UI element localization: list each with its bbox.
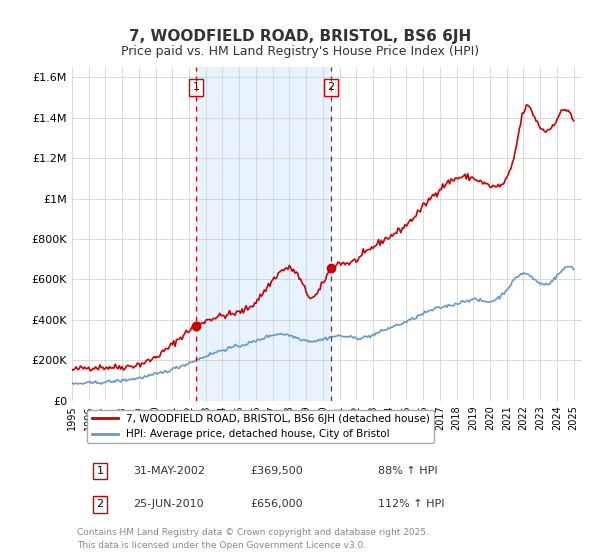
Text: 2: 2 <box>97 500 104 510</box>
Text: £369,500: £369,500 <box>251 466 303 476</box>
Text: 2: 2 <box>328 82 334 92</box>
Bar <box>196 67 331 400</box>
Text: Contains HM Land Registry data © Crown copyright and database right 2025.
This d: Contains HM Land Registry data © Crown c… <box>77 528 429 549</box>
Text: 31-MAY-2002: 31-MAY-2002 <box>133 466 205 476</box>
Text: 112% ↑ HPI: 112% ↑ HPI <box>378 500 445 510</box>
Text: 88% ↑ HPI: 88% ↑ HPI <box>378 466 437 476</box>
Text: Price paid vs. HM Land Registry's House Price Index (HPI): Price paid vs. HM Land Registry's House … <box>121 45 479 58</box>
Text: £656,000: £656,000 <box>251 500 303 510</box>
Legend: 7, WOODFIELD ROAD, BRISTOL, BS6 6JH (detached house), HPI: Average price, detach: 7, WOODFIELD ROAD, BRISTOL, BS6 6JH (det… <box>88 410 434 444</box>
Text: 1: 1 <box>193 82 200 92</box>
Text: 7, WOODFIELD ROAD, BRISTOL, BS6 6JH: 7, WOODFIELD ROAD, BRISTOL, BS6 6JH <box>129 29 471 44</box>
Text: 25-JUN-2010: 25-JUN-2010 <box>133 500 204 510</box>
Text: 1: 1 <box>97 466 104 476</box>
